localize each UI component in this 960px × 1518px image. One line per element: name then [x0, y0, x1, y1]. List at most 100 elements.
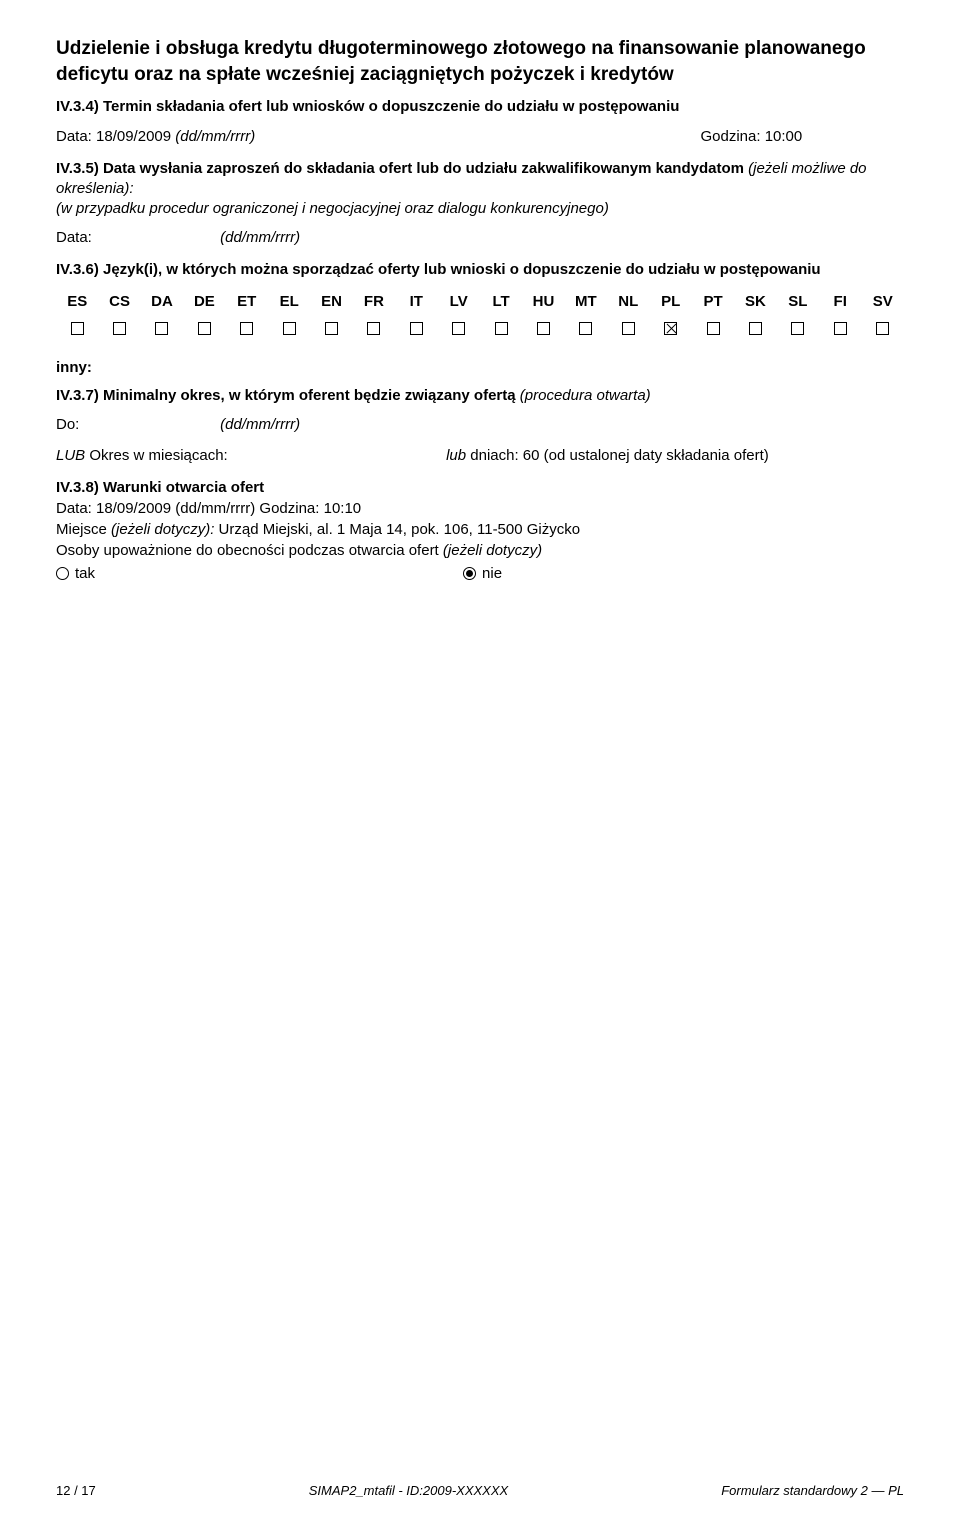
s438-radio-row: tak nie: [56, 565, 904, 582]
section-434-head: IV.3.4) Termin składania ofert lub wnios…: [56, 97, 904, 117]
s437-head-text: IV.3.7) Minimalny okres, w którym oferen…: [56, 387, 520, 404]
lang-check-lv[interactable]: [438, 312, 480, 339]
checkbox-fr[interactable]: [367, 322, 380, 335]
lang-check-el[interactable]: [268, 312, 310, 339]
s437-do-label: Do:: [56, 416, 216, 433]
page: Udzielenie i obsługa kredytu długotermin…: [0, 0, 960, 1518]
opt-nie[interactable]: nie: [463, 565, 870, 582]
s434-data: Data: 18/09/2009 (dd/mm/rrrr): [56, 128, 255, 145]
lang-check-de[interactable]: [183, 312, 225, 339]
lang-lv: LV: [438, 291, 480, 312]
checkbox-pt[interactable]: [707, 322, 720, 335]
s438-line3-a: Osoby upoważnione do obecności podczas o…: [56, 542, 443, 559]
s437-lub-right-text: dniach: 60 (od ustalonej daty składania …: [470, 447, 769, 464]
inny-label: inny:: [56, 359, 904, 376]
lang-it: IT: [395, 291, 437, 312]
lang-sk: SK: [734, 291, 776, 312]
s438-line2-i: (jeżeli dotyczy):: [111, 521, 214, 538]
s435-sub-italic: (w przypadku procedur ograniczonej i neg…: [56, 199, 904, 219]
checkbox-sl[interactable]: [791, 322, 804, 335]
checkbox-it[interactable]: [410, 322, 423, 335]
footer-form: Formularz standardowy 2 — PL: [721, 1483, 904, 1498]
lang-da: DA: [141, 291, 183, 312]
section-438-head: IV.3.8) Warunki otwarcia ofert: [56, 478, 904, 498]
opt-nie-label: nie: [482, 565, 502, 582]
checkbox-hu[interactable]: [537, 322, 550, 335]
lang-check-sv[interactable]: [861, 312, 904, 339]
s437-lub-label: LUB: [56, 447, 89, 464]
footer-page: 12 / 17: [56, 1483, 96, 1498]
lang-pt: PT: [692, 291, 734, 312]
lang-check-sk[interactable]: [734, 312, 776, 339]
lang-check-lt[interactable]: [480, 312, 522, 339]
lang-nl: NL: [607, 291, 649, 312]
lang-check-cs[interactable]: [98, 312, 140, 339]
opt-tak-label: tak: [75, 565, 95, 582]
checkbox-sk[interactable]: [749, 322, 762, 335]
checkbox-es[interactable]: [71, 322, 84, 335]
s438-line3: Osoby upoważnione do obecności podczas o…: [56, 542, 904, 559]
lang-check-fi[interactable]: [819, 312, 861, 339]
checkbox-lv[interactable]: [452, 322, 465, 335]
radio-nie[interactable]: [463, 567, 476, 580]
radio-tak[interactable]: [56, 567, 69, 580]
lang-cs: CS: [98, 291, 140, 312]
checkbox-pl[interactable]: [664, 322, 677, 335]
checkbox-cs[interactable]: [113, 322, 126, 335]
s435-head-text: IV.3.5) Data wysłania zaproszeń do skład…: [56, 160, 748, 177]
lang-sl: SL: [777, 291, 819, 312]
lang-check-hu[interactable]: [522, 312, 564, 339]
checkbox-el[interactable]: [283, 322, 296, 335]
s438-line3-i: (jeżeli dotyczy): [443, 542, 542, 559]
lang-check-da[interactable]: [141, 312, 183, 339]
checkbox-sv[interactable]: [876, 322, 889, 335]
s437-lub-right-i: lub: [446, 447, 470, 464]
checkbox-et[interactable]: [240, 322, 253, 335]
checkbox-nl[interactable]: [622, 322, 635, 335]
lang-check-pl[interactable]: [649, 312, 691, 339]
lang-check-en[interactable]: [310, 312, 352, 339]
s438-line2-b: Urząd Miejski, al. 1 Maja 14, pok. 106, …: [214, 521, 580, 538]
s434-data-label: Data: 18/09/2009: [56, 128, 175, 145]
s437-do-fmt: (dd/mm/rrrr): [220, 416, 300, 433]
lang-hu: HU: [522, 291, 564, 312]
lang-check-pt[interactable]: [692, 312, 734, 339]
s438-line2: Miejsce (jeżeli dotyczy): Urząd Miejski,…: [56, 521, 904, 538]
footer-id: SIMAP2_mtafil - ID:2009-XXXXXX: [309, 1483, 508, 1498]
lang-check-nl[interactable]: [607, 312, 649, 339]
lang-fr: FR: [353, 291, 395, 312]
opt-tak[interactable]: tak: [56, 565, 463, 582]
s435-data-row: Data: (dd/mm/rrrr): [56, 229, 904, 246]
language-table: ESCSDADEETELENFRITLVLTHUMTNLPLPTSKSLFISV: [56, 291, 904, 339]
checkbox-da[interactable]: [155, 322, 168, 335]
lang-check-es[interactable]: [56, 312, 98, 339]
checkbox-fi[interactable]: [834, 322, 847, 335]
lang-check-mt[interactable]: [565, 312, 607, 339]
language-checkbox-row: [56, 312, 904, 339]
checkbox-mt[interactable]: [579, 322, 592, 335]
lang-check-it[interactable]: [395, 312, 437, 339]
checkbox-de[interactable]: [198, 322, 211, 335]
lang-es: ES: [56, 291, 98, 312]
lang-el: EL: [268, 291, 310, 312]
s438-line1: Data: 18/09/2009 (dd/mm/rrrr) Godzina: 1…: [56, 500, 904, 517]
page-title: Udzielenie i obsługa kredytu długotermin…: [56, 36, 904, 87]
s437-lub-row: LUB Okres w miesiącach: lub dniach: 60 (…: [56, 447, 904, 464]
s434-godzina: Godzina: 10:00: [700, 128, 802, 145]
s434-data-fmt: (dd/mm/rrrr): [175, 128, 255, 145]
s435-data-label: Data:: [56, 229, 216, 246]
lang-et: ET: [226, 291, 268, 312]
s437-do-row: Do: (dd/mm/rrrr): [56, 416, 904, 433]
lang-check-fr[interactable]: [353, 312, 395, 339]
s437-lub-left: LUB Okres w miesiącach:: [56, 447, 446, 464]
lang-check-sl[interactable]: [777, 312, 819, 339]
lang-fi: FI: [819, 291, 861, 312]
checkbox-lt[interactable]: [495, 322, 508, 335]
s438-line2-a: Miejsce: [56, 521, 111, 538]
lang-en: EN: [310, 291, 352, 312]
lang-check-et[interactable]: [226, 312, 268, 339]
section-434-row: Data: 18/09/2009 (dd/mm/rrrr) Godzina: 1…: [56, 128, 802, 145]
s437-head-italic: (procedura otwarta): [520, 387, 651, 404]
section-436-head: IV.3.6) Język(i), w których można sporzą…: [56, 260, 904, 280]
checkbox-en[interactable]: [325, 322, 338, 335]
